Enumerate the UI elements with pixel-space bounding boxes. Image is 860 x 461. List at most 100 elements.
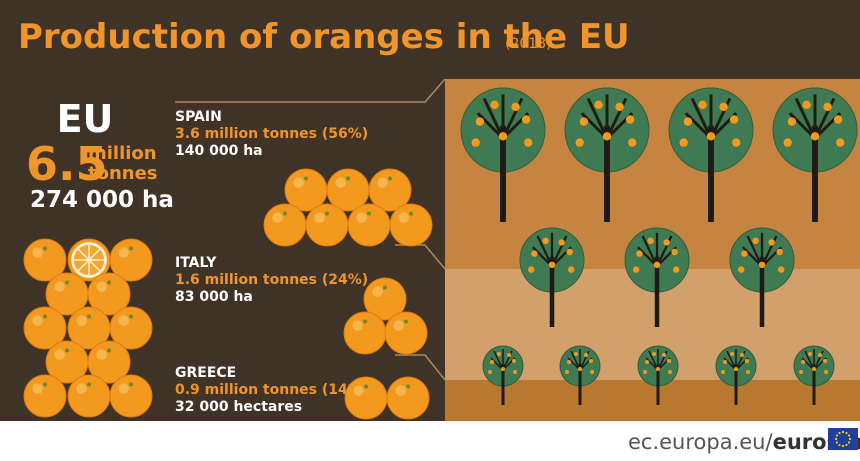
tree-branch [746,235,764,267]
tree-branch [684,112,713,140]
tree [564,87,650,222]
tree-fruit [741,250,748,257]
tree-branch [586,97,609,140]
tree-fruit [566,248,573,256]
tree-branch [726,350,737,371]
orange [67,374,111,418]
country-area: 140 000 ha [175,143,263,159]
orange-stem [388,176,392,181]
tree-branch [794,97,817,140]
tree-fruit [668,370,672,374]
orange-stem [107,280,111,285]
tree-fruit [818,353,822,357]
tree-fruit [745,359,749,363]
footer-site-url: ec.europa.eu/ [628,430,773,454]
tree-fruit [752,237,759,244]
tree-fruit [729,115,739,124]
orange-stem [129,314,133,319]
tree-branch [567,357,581,371]
tree-fruit [673,266,680,273]
tree-fruit [783,138,792,147]
field-band [445,380,860,421]
tree-fruit [698,100,707,110]
orange [305,203,349,247]
orange-stem [283,211,287,216]
tree-fruit [507,353,511,357]
country-area: 32 000 hectares [175,399,302,415]
tree-fruit [490,100,499,110]
tree-fruit [812,367,816,371]
tree-branch [490,357,504,371]
orange-stem [346,176,350,181]
orange-shine [393,320,404,331]
orange-body [347,203,391,247]
tree-fruit [589,359,593,363]
tree-fruit [746,370,750,374]
orange-shine [54,349,65,360]
orange-stem [304,176,308,181]
orange [368,168,412,212]
tree-fruit [679,138,688,147]
tree-fruit [488,370,492,374]
eu-flag-stars [834,430,852,448]
tree-fruit [656,367,660,371]
tree-fruit [568,266,575,273]
tree-fruit [671,248,678,256]
greece-text: GREECE 0.9 million tonnes (14%) 32 000 h… [175,365,368,415]
footer-background [0,421,860,461]
orange-body [389,203,433,247]
spain-text: SPAIN 3.6 million tonnes (56%) 140 000 h… [175,109,368,159]
tree-branch [645,357,659,371]
tree [668,87,754,222]
tree-fruit [730,352,734,356]
tree-trunk [578,364,582,405]
orange-stem [43,246,47,251]
tree-fruit [501,367,505,371]
tree-fruit [578,367,582,371]
tree-branch [570,350,581,371]
orange-body [343,311,387,355]
tree-fruit [662,353,666,357]
tree-trunk [604,125,610,222]
orange-stem [129,382,133,387]
orange [343,311,387,355]
tree-branch [788,112,817,140]
tree-fruit [558,239,565,246]
tree-fruit [824,370,828,374]
tree-trunk [708,125,714,222]
orange-shine [118,247,129,258]
tree-fruit [475,117,485,126]
tree-fruit [799,370,803,374]
tree-fruit [594,100,603,110]
eu-unit: tonnes [88,163,158,184]
tree-fruit [548,261,556,268]
eu-label: EU [57,97,114,141]
orange-shine [54,281,65,292]
tree-trunk [812,364,816,405]
tree-trunk [501,364,505,405]
tree-branch [648,350,659,371]
tree-fruit [667,359,671,363]
orange [386,376,430,420]
tree [624,227,690,327]
tree-branch [536,235,554,267]
tree-fruit [719,102,728,112]
tree-trunk [734,364,738,405]
tree-fruit [497,352,501,356]
tree-fruit [758,261,766,268]
orange [389,203,433,247]
tree-fruit [590,370,594,374]
flag-star [845,443,848,447]
tree-fruit [579,117,589,126]
orange-shine [96,281,107,292]
country-production: 1.6 million tonnes (24%) [175,272,368,288]
tree-fruit [706,132,716,141]
orange-body [305,203,349,247]
flag-star [838,431,841,435]
orange-shine [76,315,87,326]
tree-fruit [643,370,647,374]
tree-trunk [812,125,818,222]
connector [395,354,446,381]
tree-fruit [633,266,640,273]
